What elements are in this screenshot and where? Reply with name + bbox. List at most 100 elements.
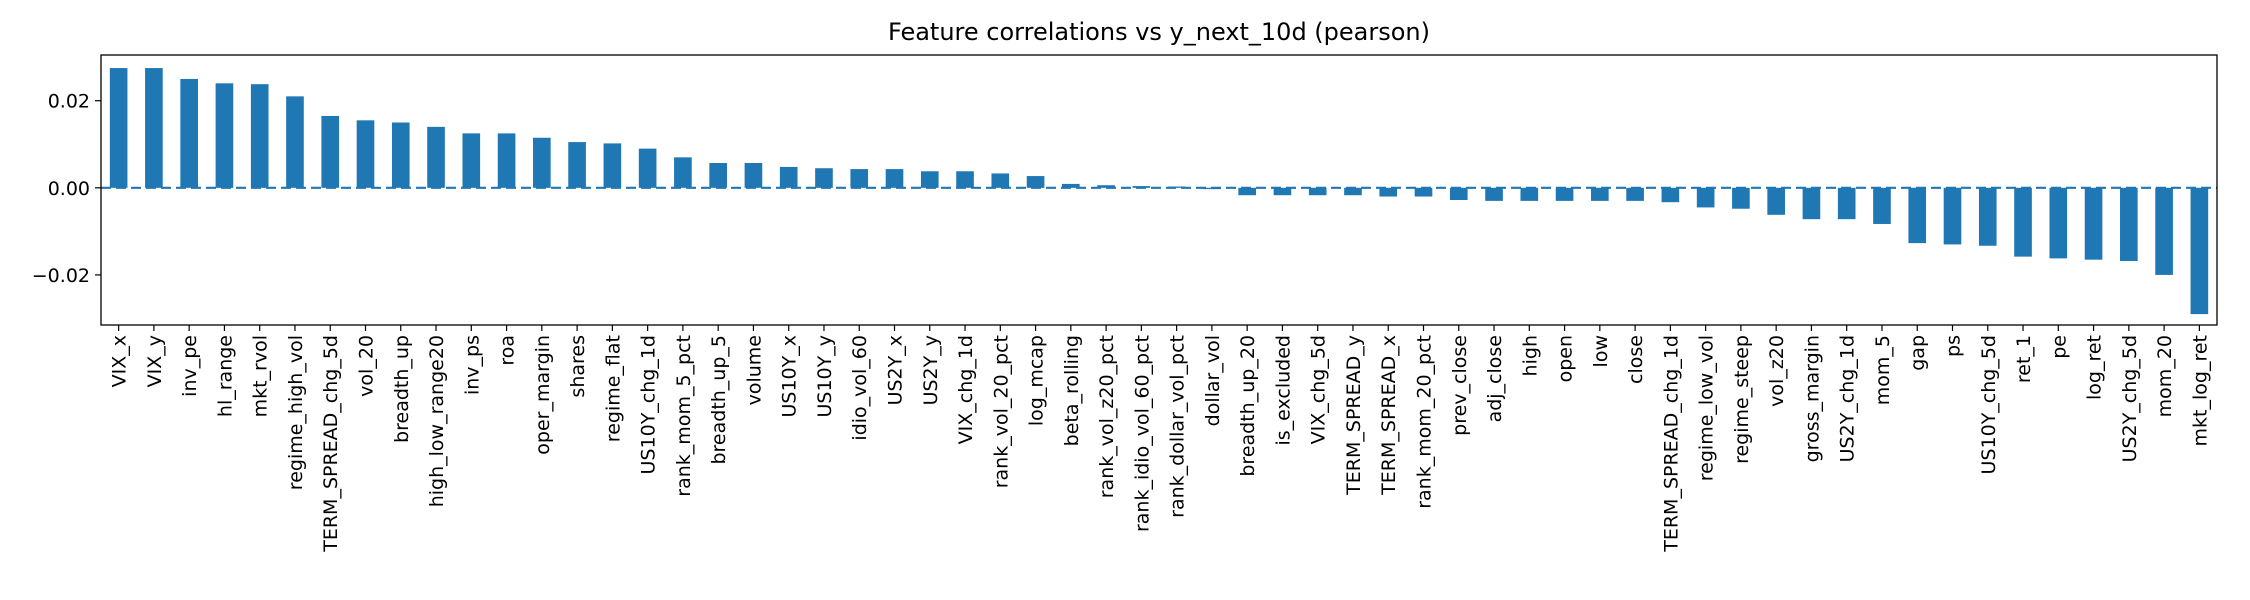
bar: [2190, 187, 2209, 315]
bar: [779, 166, 798, 188]
bar: [145, 68, 163, 188]
x-tick-label: rank_dollar_vol_pct: [1167, 335, 1189, 518]
x-tick-label: US2Y_chg_5d: [2119, 335, 2141, 462]
x-tick-label: TERM_SPREAD_chg_5d: [320, 335, 342, 553]
bar: [1837, 187, 1856, 220]
bar: [1732, 187, 1750, 209]
bar: [391, 122, 410, 188]
x-tick-label: low: [1590, 335, 1612, 367]
x-tick-label: log_ret: [2084, 335, 2106, 400]
y-tick-label: 0.02: [48, 91, 90, 113]
bar: [286, 96, 304, 188]
x-axis: VIX_x VIX_y inv_pe hl_range mkt_rvol regime_h…: [109, 325, 2211, 553]
bar: [1308, 187, 1327, 196]
bar: [356, 120, 375, 188]
bar: [1026, 176, 1045, 188]
bar: [180, 78, 198, 188]
x-tick-label: VIX_x: [109, 335, 131, 387]
x-tick-label: roa: [497, 335, 519, 366]
bar: [1943, 187, 1962, 245]
bar: [1449, 187, 1468, 201]
x-tick-label: US10Y_chg_1d: [638, 335, 660, 474]
bar: [1379, 187, 1398, 197]
bar: [815, 168, 833, 188]
x-tick-label: beta_rolling: [1061, 335, 1083, 446]
bars-group: [109, 68, 2209, 315]
x-tick-label: gross_margin: [1801, 335, 1823, 462]
bar: [1661, 187, 1680, 203]
bar: [885, 169, 904, 188]
bar: [2084, 187, 2103, 260]
bar: [1591, 187, 1609, 201]
x-tick-label: mom_5: [1872, 335, 1894, 405]
x-tick-label: prev_close: [1449, 335, 1471, 436]
bar: [568, 142, 586, 188]
bar: [674, 157, 692, 188]
x-tick-label: vol_z20: [1766, 335, 1788, 407]
x-tick-label: breadth_up_20: [1237, 335, 1259, 477]
bar: [920, 171, 939, 188]
x-tick-label: TERM_SPREAD_chg_1d: [1660, 335, 1682, 553]
bar: [1802, 187, 1821, 220]
x-tick-label: regime_high_vol: [285, 335, 307, 490]
bar: [603, 143, 622, 188]
bar: [2155, 187, 2173, 275]
x-tick-label: rank_mom_5_pct: [673, 335, 695, 497]
x-tick-label: adj_close: [1484, 335, 1506, 422]
bar: [2014, 187, 2032, 257]
bar: [1873, 187, 1891, 224]
x-tick-label: rank_vol_z20_pct: [1096, 335, 1118, 498]
x-tick-label: gap: [1907, 335, 1929, 371]
x-tick-label: shares: [567, 335, 589, 398]
bar: [215, 83, 234, 188]
x-tick-label: regime_low_vol: [1696, 335, 1718, 481]
x-tick-label: rank_vol_20_pct: [990, 335, 1012, 488]
x-tick-label: TERM_SPREAD_x: [1378, 335, 1400, 496]
x-tick-label: regime_steep: [1731, 335, 1753, 464]
x-tick-label: hl_range: [214, 335, 236, 417]
bar: [744, 163, 763, 188]
y-tick-label: 0.00: [48, 178, 90, 200]
x-tick-label: US2Y_x: [885, 335, 907, 405]
x-tick-label: high: [1519, 335, 1541, 376]
bar: [427, 126, 445, 188]
bar: [1520, 187, 1539, 201]
bar: [1344, 187, 1362, 196]
plot-frame: [100, 54, 2218, 326]
bar: [1767, 187, 1785, 215]
bar: [462, 133, 481, 188]
bar: [533, 137, 551, 188]
x-tick-label: inv_pe: [179, 335, 201, 397]
bar: [1485, 187, 1503, 201]
bar: [1555, 187, 1574, 201]
bar: [709, 163, 727, 188]
bar: [638, 148, 657, 188]
x-tick-label: mkt_rvol: [250, 335, 272, 417]
x-tick-label: ret_1: [2013, 335, 2035, 383]
x-tick-label: US2Y_chg_1d: [1837, 335, 1859, 462]
x-tick-label: regime_flat: [602, 335, 624, 442]
bar: [1238, 187, 1256, 196]
chart-title: Feature correlations vs y_next_10d (pear…: [888, 18, 1430, 46]
x-tick-label: is_excluded: [1272, 335, 1294, 446]
x-tick-label: volume: [743, 335, 765, 405]
x-tick-label: rank_idio_vol_60_pct: [1131, 335, 1153, 532]
x-tick-label: breadth_up_5: [708, 335, 730, 465]
x-tick-label: US10Y_chg_5d: [1978, 335, 2000, 474]
x-tick-label: pe: [2048, 335, 2070, 359]
bar: [497, 133, 516, 188]
x-tick-label: TERM_SPREAD_y: [1343, 335, 1365, 496]
bar: [1097, 185, 1115, 188]
bar: [2049, 187, 2068, 259]
bar: [250, 84, 269, 188]
bar: [1273, 187, 1292, 196]
y-tick-label: −0.02: [32, 265, 90, 287]
bar: [850, 169, 869, 188]
x-tick-label: close: [1625, 335, 1647, 384]
x-tick-label: US10Y_x: [779, 335, 801, 418]
x-tick-label: rank_mom_20_pct: [1414, 335, 1436, 509]
bar: [1626, 187, 1644, 201]
bar: [1062, 183, 1080, 188]
bar: [1696, 187, 1715, 208]
